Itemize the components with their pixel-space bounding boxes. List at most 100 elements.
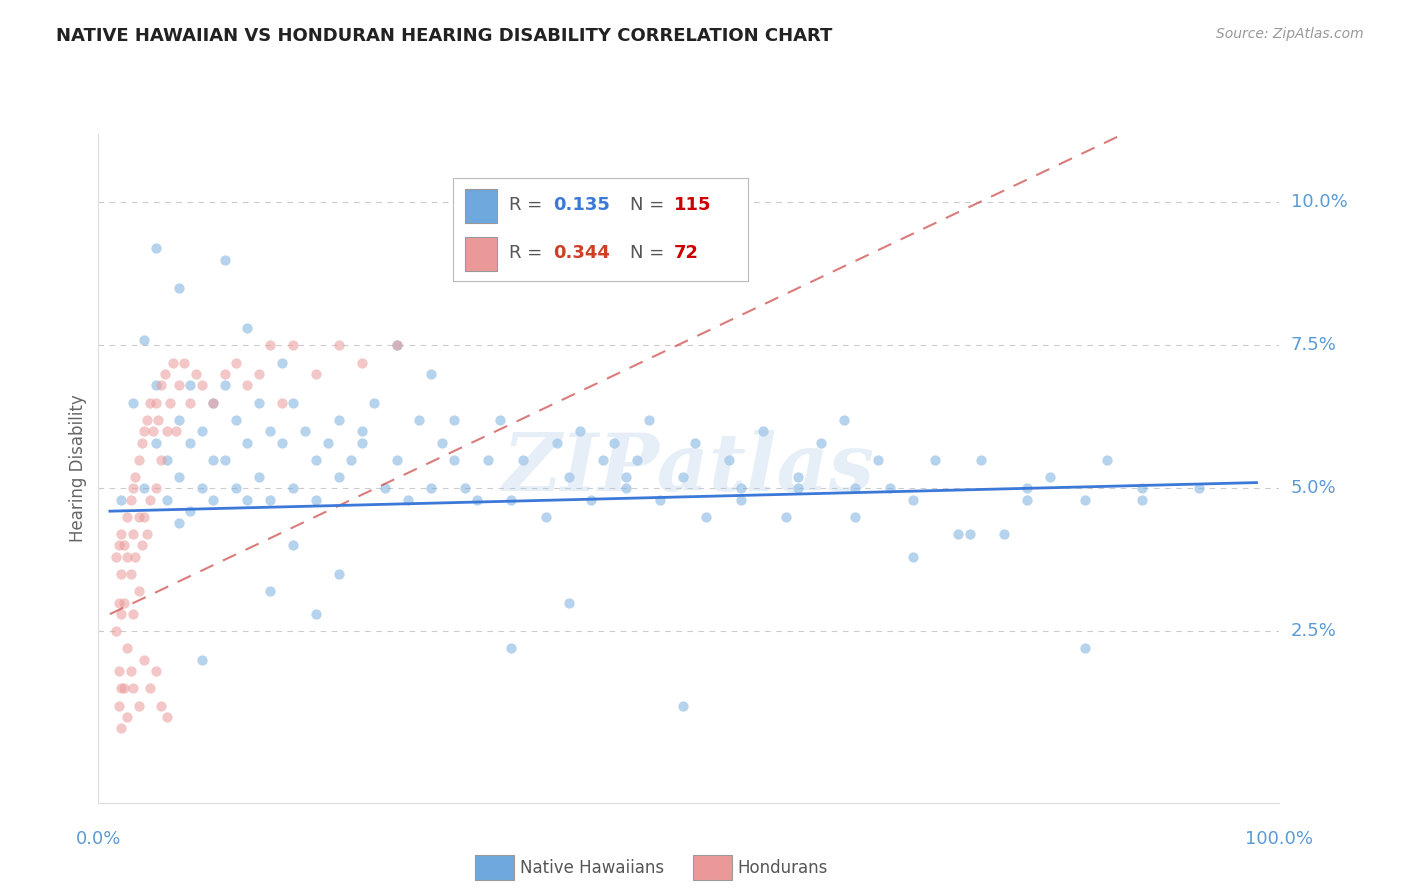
- Point: [179, 395, 201, 409]
- FancyBboxPatch shape: [464, 189, 496, 222]
- Point: [868, 452, 890, 467]
- Point: [145, 665, 167, 679]
- Point: [121, 607, 143, 621]
- Point: [115, 549, 138, 564]
- Point: [569, 424, 592, 438]
- Point: [283, 539, 305, 553]
- Text: 2.5%: 2.5%: [1291, 623, 1337, 640]
- Point: [134, 333, 156, 347]
- Point: [305, 607, 328, 621]
- Point: [993, 527, 1015, 541]
- Point: [352, 435, 374, 450]
- Point: [150, 698, 173, 713]
- Point: [1097, 452, 1119, 467]
- Text: 7.5%: 7.5%: [1291, 336, 1337, 354]
- Text: N =: N =: [630, 244, 669, 262]
- Text: 0.344: 0.344: [553, 244, 610, 262]
- Point: [214, 378, 236, 392]
- Text: R =: R =: [509, 244, 548, 262]
- Text: Native Hawaiians: Native Hawaiians: [520, 859, 664, 877]
- Point: [139, 492, 162, 507]
- Text: Source: ZipAtlas.com: Source: ZipAtlas.com: [1216, 27, 1364, 41]
- Point: [1039, 470, 1062, 484]
- Point: [179, 378, 201, 392]
- Point: [150, 452, 173, 467]
- Point: [339, 452, 361, 467]
- Point: [190, 481, 212, 495]
- Point: [352, 355, 374, 369]
- Point: [1130, 481, 1153, 495]
- Point: [115, 710, 138, 724]
- Text: N =: N =: [630, 196, 669, 214]
- Point: [477, 452, 499, 467]
- Text: ZIPatlas: ZIPatlas: [503, 430, 875, 507]
- Point: [112, 596, 135, 610]
- Point: [432, 435, 454, 450]
- Point: [1017, 481, 1039, 495]
- Point: [1130, 492, 1153, 507]
- Point: [592, 452, 614, 467]
- Point: [108, 596, 131, 610]
- Point: [775, 509, 797, 524]
- Point: [159, 395, 181, 409]
- Point: [844, 509, 866, 524]
- Point: [167, 413, 190, 427]
- Point: [225, 355, 247, 369]
- Point: [121, 527, 143, 541]
- Point: [145, 378, 167, 392]
- Point: [270, 355, 292, 369]
- Point: [512, 452, 534, 467]
- Point: [110, 492, 132, 507]
- Point: [683, 435, 706, 450]
- Point: [110, 722, 132, 736]
- Point: [396, 492, 419, 507]
- Point: [134, 424, 156, 438]
- Text: 0.0%: 0.0%: [76, 830, 121, 847]
- Point: [124, 549, 146, 564]
- Point: [844, 481, 866, 495]
- Text: NATIVE HAWAIIAN VS HONDURAN HEARING DISABILITY CORRELATION CHART: NATIVE HAWAIIAN VS HONDURAN HEARING DISA…: [56, 27, 832, 45]
- Point: [603, 435, 626, 450]
- Point: [408, 413, 430, 427]
- Text: 0.135: 0.135: [553, 196, 610, 214]
- Text: 100.0%: 100.0%: [1246, 830, 1313, 847]
- Point: [488, 413, 510, 427]
- Point: [283, 395, 305, 409]
- Point: [832, 413, 855, 427]
- Point: [501, 641, 523, 656]
- Point: [184, 367, 207, 381]
- Text: 5.0%: 5.0%: [1291, 479, 1336, 498]
- Point: [146, 413, 169, 427]
- Point: [124, 470, 146, 484]
- Point: [637, 413, 659, 427]
- Point: [108, 665, 131, 679]
- Point: [305, 452, 328, 467]
- Point: [1017, 492, 1039, 507]
- Point: [156, 710, 179, 724]
- Point: [121, 681, 143, 696]
- Point: [650, 492, 672, 507]
- Point: [112, 539, 135, 553]
- Text: R =: R =: [509, 196, 548, 214]
- Point: [131, 435, 153, 450]
- Text: 115: 115: [675, 196, 711, 214]
- Point: [202, 395, 225, 409]
- Point: [1073, 492, 1095, 507]
- Point: [214, 252, 236, 267]
- Point: [145, 435, 167, 450]
- Point: [626, 452, 648, 467]
- Point: [134, 509, 156, 524]
- Point: [1073, 641, 1095, 656]
- Point: [901, 492, 924, 507]
- Point: [236, 321, 259, 335]
- Point: [104, 549, 127, 564]
- Point: [110, 681, 132, 696]
- Point: [328, 338, 350, 352]
- Point: [443, 413, 465, 427]
- Point: [465, 492, 488, 507]
- Point: [131, 539, 153, 553]
- Point: [247, 470, 270, 484]
- Point: [385, 338, 408, 352]
- Point: [328, 413, 350, 427]
- Point: [120, 665, 142, 679]
